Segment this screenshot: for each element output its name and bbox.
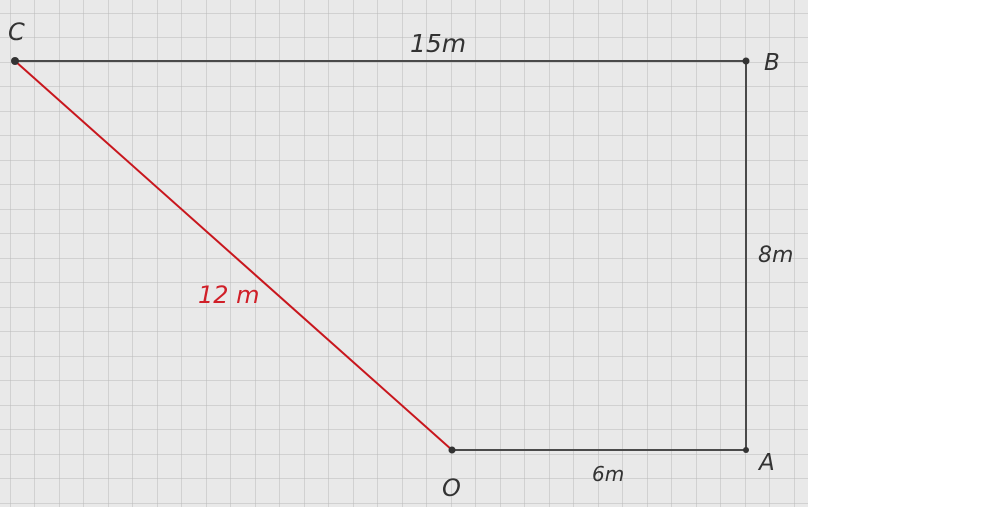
label-edge-ba: 8m: [758, 243, 793, 268]
point-c: [11, 57, 19, 65]
label-edge-oa: 6m: [592, 462, 624, 486]
label-edge-co: 12 m: [198, 281, 260, 309]
label-a: A: [757, 450, 775, 476]
segment-co: [14, 60, 453, 451]
label-o: O: [442, 474, 461, 502]
point-o: [448, 446, 456, 454]
point-a: [743, 447, 749, 453]
point-b: [742, 57, 750, 65]
label-edge-cb: 15m: [410, 29, 466, 58]
label-c: C: [8, 18, 25, 46]
grid-lines: [0, 0, 808, 507]
label-b: B: [764, 50, 780, 76]
